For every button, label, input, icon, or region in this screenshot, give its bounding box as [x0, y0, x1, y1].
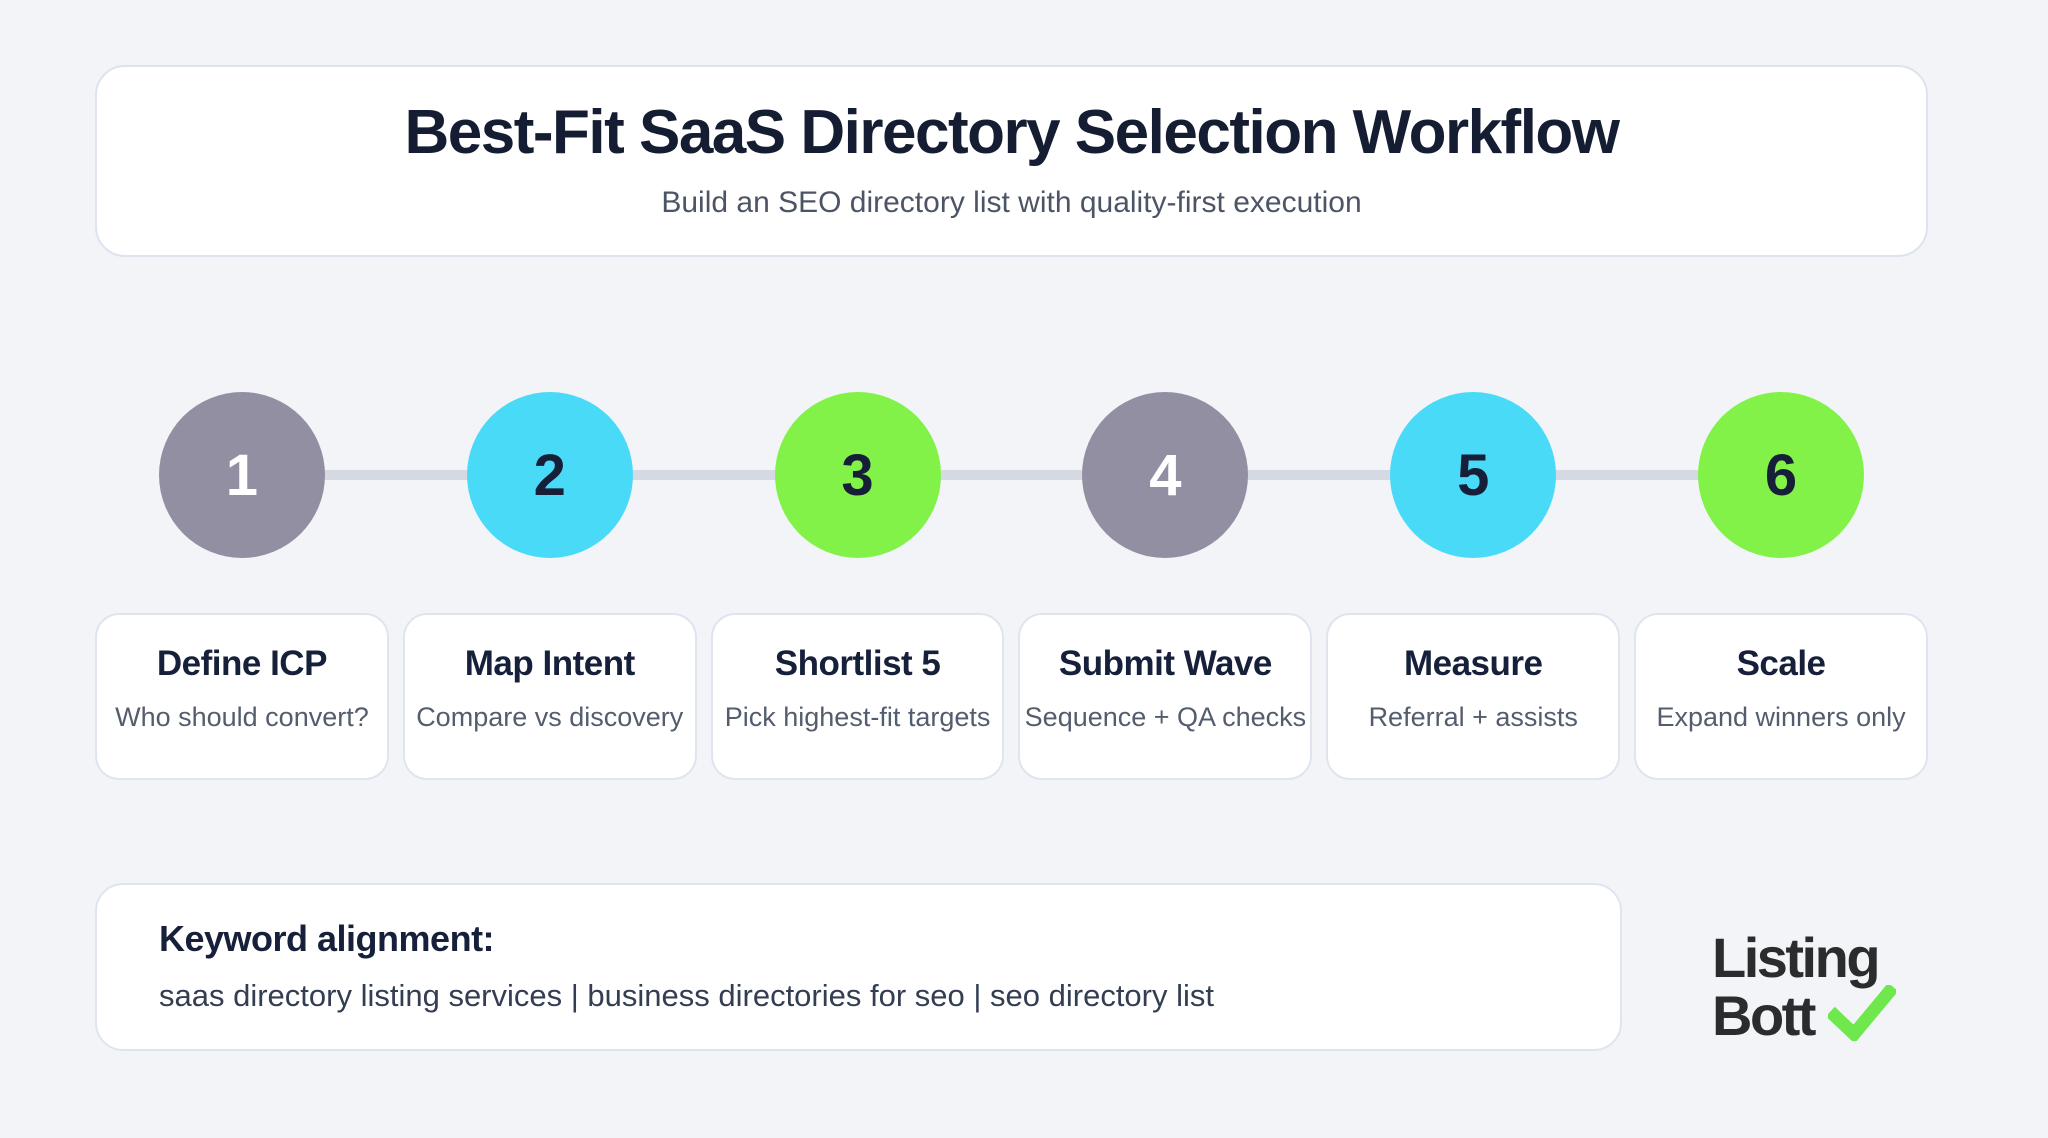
step-card-6: Scale Expand winners only [1634, 613, 1928, 780]
workflow-circles-row: 1 2 3 4 5 6 [95, 392, 1928, 558]
step-number: 4 [1149, 442, 1182, 508]
step-column-3: 3 [711, 392, 1005, 558]
step-number: 2 [533, 442, 566, 508]
step-title: Submit Wave [1058, 644, 1272, 683]
step-title: Map Intent [464, 644, 635, 683]
step-description: Referral + assists [1368, 702, 1578, 732]
step-description: Expand winners only [1656, 702, 1906, 732]
logo-line1: Listing [1712, 926, 1881, 989]
step-column-6: 6 [1634, 392, 1928, 558]
step-circle-6: 6 [1698, 392, 1865, 558]
step-column-2: 2 [403, 392, 697, 558]
listingbott-logo: Listing Bott [1712, 926, 1899, 1047]
workflow-cards-row: Define ICP Who should convert? Map Inten… [95, 613, 1928, 780]
step-title: Shortlist 5 [774, 644, 941, 683]
page-title: Best-Fit SaaS Directory Selection Workfl… [404, 98, 1620, 167]
keyword-text: saas directory listing services | busine… [159, 978, 1214, 1013]
logo-line2: Bott [1712, 984, 1816, 1047]
step-circle-2: 2 [466, 392, 633, 558]
step-number: 6 [1764, 442, 1798, 508]
step-description: Pick highest-fit targets [724, 702, 991, 732]
step-title: Define ICP [156, 644, 328, 683]
page-subtitle: Build an SEO directory list with quality… [661, 186, 1362, 219]
check-icon [1825, 982, 1899, 1049]
step-column-5: 5 [1326, 392, 1620, 558]
step-title: Scale [1736, 644, 1826, 683]
step-column-1: 1 [95, 392, 389, 558]
step-card-1: Define ICP Who should convert? [95, 613, 389, 780]
step-card-4: Submit Wave Sequence + QA checks [1018, 613, 1313, 780]
step-description: Sequence + QA checks [1024, 702, 1307, 732]
logo-line2-row: Bott [1712, 982, 1899, 1047]
connector-line [241, 470, 1781, 480]
step-circle-4: 4 [1082, 392, 1249, 558]
step-number: 1 [225, 442, 259, 508]
keyword-heading: Keyword alignment: [159, 918, 495, 959]
step-column-4: 4 [1018, 392, 1312, 558]
step-card-2: Map Intent Compare vs discovery [402, 613, 697, 780]
step-circle-1: 1 [158, 392, 325, 558]
keyword-panel: Keyword alignment: saas directory listin… [95, 883, 1622, 1051]
header-card: Best-Fit SaaS Directory Selection Workfl… [95, 65, 1928, 257]
step-number: 3 [841, 442, 874, 508]
step-card-3: Shortlist 5 Pick highest-fit targets [710, 613, 1005, 780]
step-description: Who should convert? [115, 702, 369, 732]
step-description: Compare vs discovery [416, 702, 684, 732]
step-circle-3: 3 [774, 392, 941, 558]
step-circle-5: 5 [1390, 392, 1557, 558]
step-title: Measure [1403, 644, 1543, 683]
step-number: 5 [1457, 442, 1490, 508]
step-card-5: Measure Referral + assists [1326, 613, 1621, 780]
